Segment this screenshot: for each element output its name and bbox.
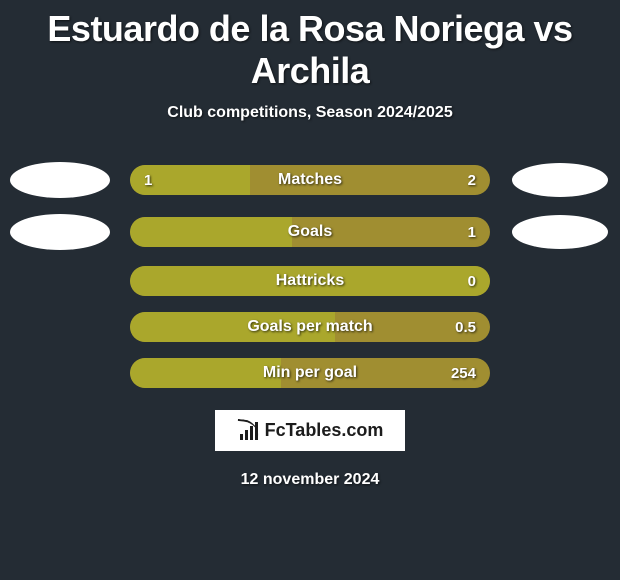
bar-background: Goals per match0.5 bbox=[130, 312, 490, 342]
player-left-avatar bbox=[8, 214, 112, 250]
comparison-widget: Estuardo de la Rosa Noriega vs Archila C… bbox=[0, 0, 620, 489]
stat-value-left: 1 bbox=[144, 165, 152, 195]
branding-row: FcTables.com bbox=[0, 410, 620, 451]
avatar-placeholder bbox=[512, 163, 608, 197]
player-left-avatar bbox=[8, 162, 112, 198]
stat-bar: Goals per match0.5 bbox=[130, 312, 490, 342]
avatar-placeholder bbox=[10, 162, 110, 198]
stat-row: Min per goal254 bbox=[0, 358, 620, 388]
stat-value-right: 254 bbox=[451, 358, 476, 388]
stat-bar: Hattricks0 bbox=[130, 266, 490, 296]
brand-text: FcTables.com bbox=[265, 420, 384, 441]
stat-value-right: 0 bbox=[468, 266, 476, 296]
avatar-placeholder bbox=[10, 214, 110, 250]
stat-label: Hattricks bbox=[130, 266, 490, 296]
stat-row: Goals per match0.5 bbox=[0, 312, 620, 342]
stat-label: Matches bbox=[130, 165, 490, 195]
stat-row: Hattricks0 bbox=[0, 266, 620, 296]
page-title: Estuardo de la Rosa Noriega vs Archila bbox=[0, 8, 620, 92]
chart-icon bbox=[237, 422, 259, 440]
stats-list: Matches12Goals1Hattricks0Goals per match… bbox=[0, 162, 620, 388]
stat-bar: Min per goal254 bbox=[130, 358, 490, 388]
stat-bar: Goals1 bbox=[130, 217, 490, 247]
avatar-placeholder bbox=[512, 215, 608, 249]
stat-value-right: 1 bbox=[468, 217, 476, 247]
subtitle: Club competitions, Season 2024/2025 bbox=[0, 104, 620, 122]
stat-label: Goals per match bbox=[130, 312, 490, 342]
stat-row: Matches1 2 bbox=[0, 162, 620, 198]
stat-label: Min per goal bbox=[130, 358, 490, 388]
brand-box: FcTables.com bbox=[215, 410, 406, 451]
stat-value-right: 2 bbox=[468, 165, 476, 195]
bar-background: Goals1 bbox=[130, 217, 490, 247]
stat-bar: Matches1 2 bbox=[130, 165, 490, 195]
stat-row: Goals1 bbox=[0, 214, 620, 250]
stat-label: Goals bbox=[130, 217, 490, 247]
date-line: 12 november 2024 bbox=[0, 471, 620, 489]
bar-background: Min per goal254 bbox=[130, 358, 490, 388]
stat-value-right: 0.5 bbox=[455, 312, 476, 342]
bar-background: Matches1 2 bbox=[130, 165, 490, 195]
player-right-avatar bbox=[508, 215, 612, 249]
bar-background: Hattricks0 bbox=[130, 266, 490, 296]
player-right-avatar bbox=[508, 163, 612, 197]
